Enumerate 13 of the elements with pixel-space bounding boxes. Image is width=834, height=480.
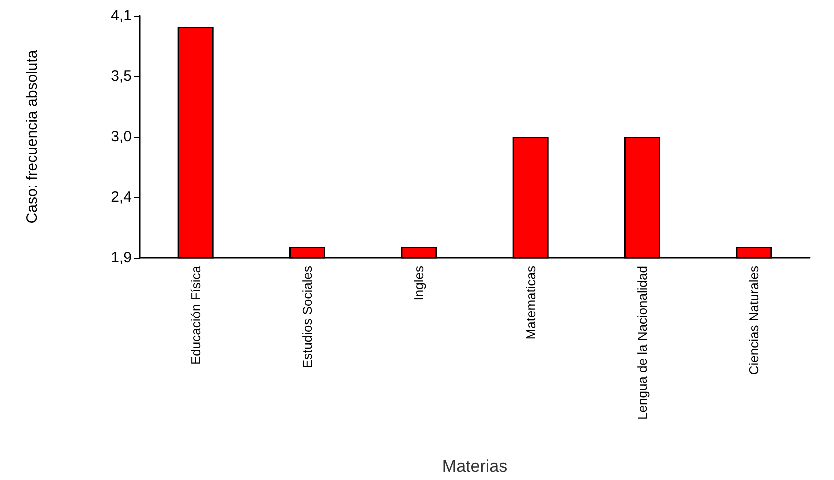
y-tick-label: 1,9 bbox=[111, 250, 132, 266]
x-tick-label: Estudios Sociales bbox=[300, 266, 315, 369]
y-tick-label: 3,0 bbox=[111, 128, 132, 146]
y-tick-label: 4,1 bbox=[111, 8, 132, 24]
x-tick-label: Ingles bbox=[412, 266, 427, 301]
x-tick-label: Educación Física bbox=[188, 265, 204, 365]
x-axis-title: Materias bbox=[442, 457, 508, 476]
x-tick-label: Lengua de la Nacionalidad bbox=[635, 266, 650, 420]
y-axis-title: Caso: frecuencia absoluta bbox=[24, 50, 41, 224]
x-tick-label: Matematicas bbox=[523, 266, 538, 340]
y-tick-label: 3,5 bbox=[111, 68, 132, 85]
y-tick-label: 2,4 bbox=[111, 189, 132, 206]
x-tick-label: Ciencias Naturales bbox=[746, 266, 762, 376]
